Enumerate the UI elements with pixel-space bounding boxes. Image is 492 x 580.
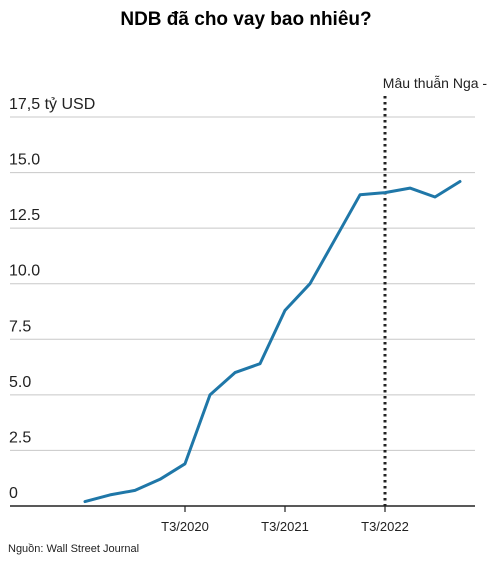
y-axis-ticks: 0 2.5 5.0 7.5 10.0 12.5 15.0 17,5 tỷ USD [9,96,95,502]
y-tick-label: 2.5 [9,429,31,446]
gridlines [10,116,475,507]
y-tick-label: 17,5 tỷ USD [9,96,95,113]
x-tick-label: T3/2022 [361,519,409,534]
event-marker: Mâu thuẫn Nga - Ukraine [383,75,492,506]
source-note: Nguồn: Wall Street Journal [8,543,139,555]
x-axis: T3/2020 T3/2021 T3/2022 [161,506,409,534]
chart-title: NDB đã cho vay bao nhiêu? [120,9,371,30]
y-tick-label: 15.0 [9,152,40,169]
x-tick-label: T3/2021 [261,519,309,534]
y-tick-label: 12.5 [9,207,40,224]
event-annotation: Mâu thuẫn Nga - Ukraine [383,75,492,91]
y-tick-label: 0 [9,485,18,502]
y-tick-label: 10.0 [9,263,40,280]
series-line [83,180,462,504]
y-tick-label: 5.0 [9,374,31,391]
x-tick-label: T3/2020 [161,519,209,534]
series-group [83,180,462,504]
y-tick-label: 7.5 [9,318,31,335]
